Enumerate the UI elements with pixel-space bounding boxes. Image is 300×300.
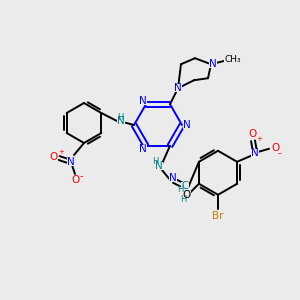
Text: Br: Br bbox=[212, 211, 224, 221]
Text: N: N bbox=[155, 161, 163, 171]
Text: O: O bbox=[248, 129, 256, 139]
Bar bbox=[251, 149, 259, 157]
Bar bbox=[271, 144, 279, 152]
Text: N: N bbox=[139, 144, 147, 154]
Bar bbox=[169, 174, 177, 182]
Text: N: N bbox=[139, 96, 147, 106]
Bar bbox=[180, 197, 186, 203]
Bar bbox=[50, 153, 58, 161]
Text: N: N bbox=[117, 116, 125, 126]
Bar bbox=[183, 121, 191, 129]
Bar bbox=[117, 114, 123, 120]
Text: N: N bbox=[169, 173, 177, 183]
Bar bbox=[174, 84, 182, 92]
Text: +: + bbox=[58, 149, 64, 155]
Text: H: H bbox=[177, 185, 183, 194]
Bar bbox=[152, 159, 158, 165]
Bar bbox=[117, 117, 125, 125]
Text: O: O bbox=[72, 175, 80, 185]
Bar bbox=[181, 182, 189, 190]
Bar bbox=[177, 187, 183, 193]
Bar bbox=[211, 212, 225, 220]
Text: +: + bbox=[256, 136, 262, 142]
Text: N: N bbox=[251, 148, 259, 158]
Text: CH₃: CH₃ bbox=[225, 55, 241, 64]
Text: H: H bbox=[117, 112, 123, 122]
Text: H: H bbox=[180, 195, 186, 204]
Text: H: H bbox=[152, 157, 158, 166]
Text: -: - bbox=[277, 148, 281, 158]
Text: N: N bbox=[183, 120, 191, 130]
Text: O: O bbox=[183, 190, 191, 200]
Bar bbox=[72, 176, 80, 184]
Bar bbox=[183, 191, 191, 199]
Bar bbox=[155, 162, 163, 170]
Text: N: N bbox=[174, 83, 182, 93]
Text: -: - bbox=[79, 171, 83, 181]
Text: N: N bbox=[67, 157, 75, 167]
Bar bbox=[139, 145, 147, 153]
Text: O: O bbox=[271, 143, 279, 153]
Text: N: N bbox=[209, 59, 217, 69]
Bar bbox=[209, 60, 217, 68]
Bar bbox=[139, 97, 147, 105]
Bar bbox=[248, 130, 256, 138]
Text: O: O bbox=[50, 152, 58, 162]
Text: C: C bbox=[182, 181, 188, 191]
Bar bbox=[224, 55, 242, 63]
Bar bbox=[67, 158, 75, 166]
